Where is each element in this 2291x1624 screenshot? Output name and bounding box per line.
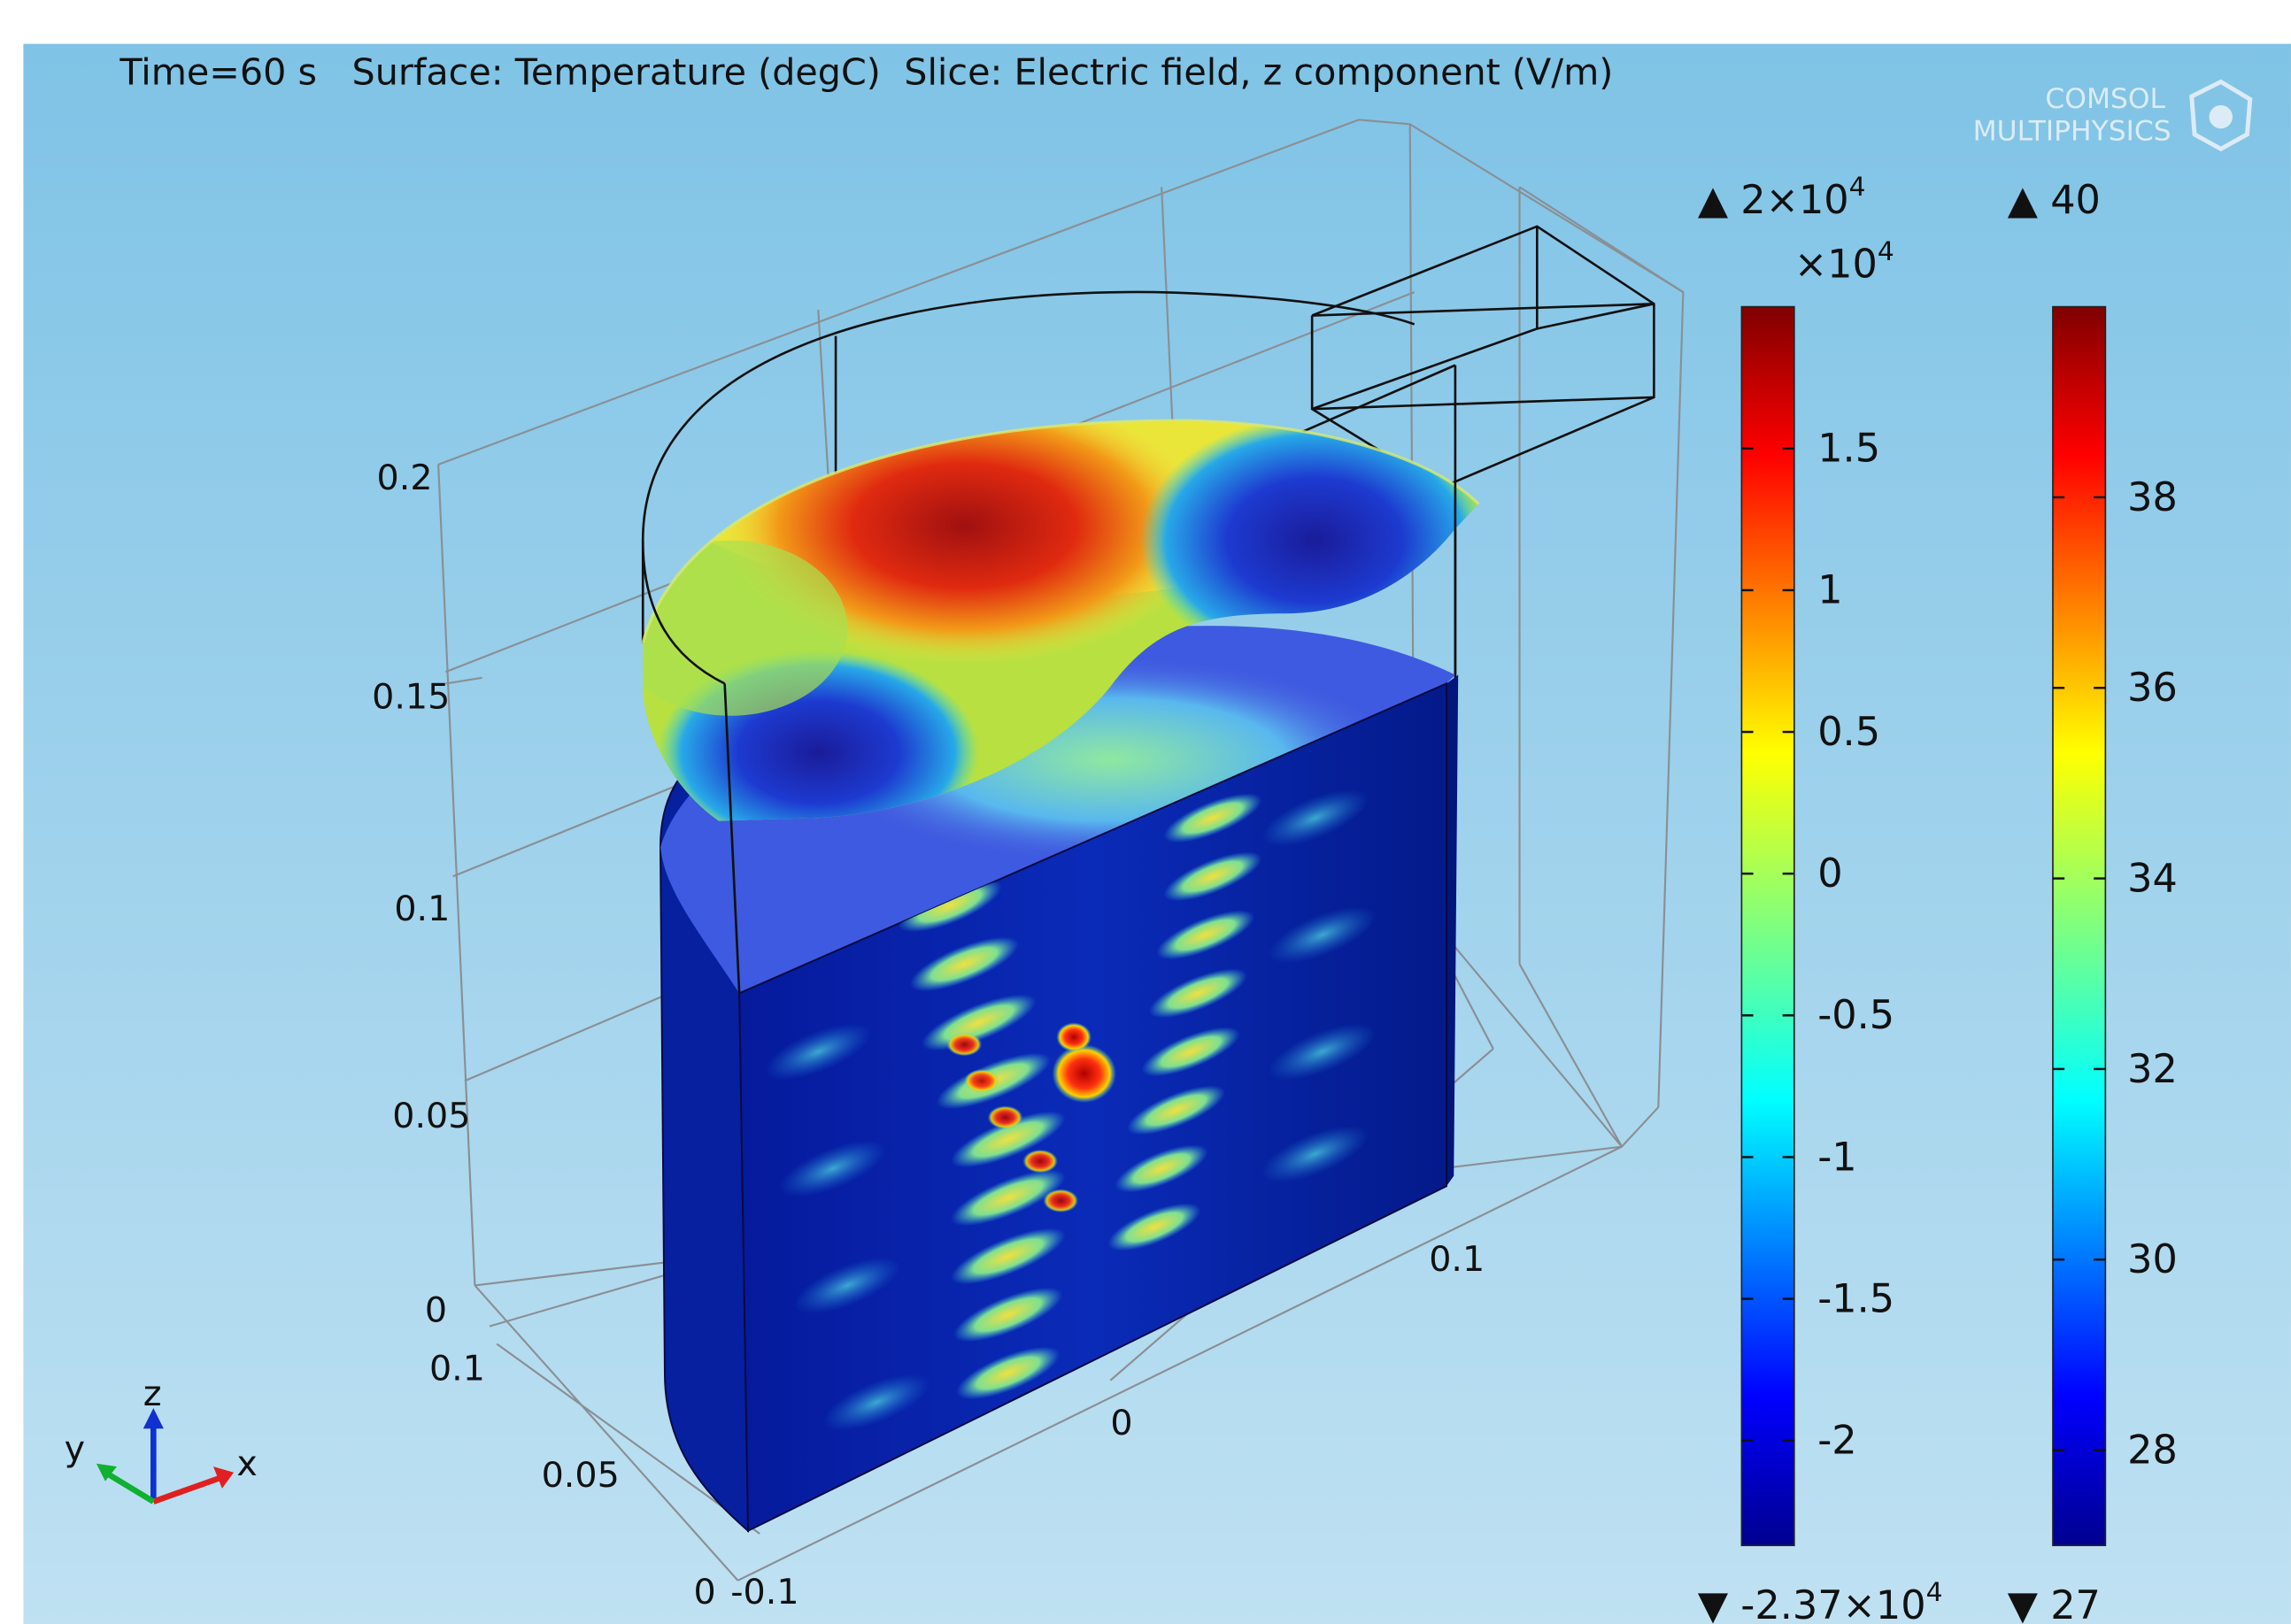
field-tick-label: -0.5	[1817, 992, 1894, 1038]
field-ticks: 1.5 1 0.5 0 -0.5 -1 -1.5 -2	[1741, 426, 1894, 1464]
x-axis-ticks: -0.1 0 0.1	[730, 1239, 1485, 1612]
temp-tick-label: 30	[2127, 1236, 2178, 1282]
temp-max-label: ▲ 40	[2008, 177, 2101, 223]
triad-z-label: z	[143, 1374, 162, 1414]
z-tick: 0	[425, 1290, 447, 1331]
field-pattern	[763, 789, 1377, 1432]
temp-color-scale	[2052, 305, 2107, 1547]
axis-triad: z x y	[65, 1374, 258, 1505]
z-tick: 0.05	[392, 1096, 470, 1136]
triad-x-label: x	[236, 1443, 257, 1484]
x-tick: 0.1	[1429, 1239, 1485, 1280]
field-tick-label: -1	[1817, 1134, 1856, 1180]
y-axis-ticks: 0.1 0.05 0	[429, 1349, 716, 1613]
field-min-label: ▼ -2.37×104	[1698, 1577, 1943, 1624]
cylinder-edge	[1446, 674, 1459, 1187]
field-color-scale	[1740, 305, 1795, 1547]
temp-min-label: ▼ 27	[2008, 1582, 2101, 1624]
z-tick: 0.2	[377, 458, 433, 498]
cavity-front-wire	[641, 365, 1457, 994]
temp-tick-label: 36	[2127, 665, 2178, 711]
field-tick-label: 0.5	[1817, 709, 1880, 755]
field-tick-label: -2	[1817, 1418, 1856, 1464]
x-tick: 0	[1110, 1403, 1132, 1443]
temp-tick-label: 28	[2127, 1427, 2178, 1473]
y-tick: 0.05	[542, 1455, 620, 1496]
z-axis-ticks: 0.2 0.15 0.1 0.05 0	[372, 458, 470, 1331]
svg-text:MULTIPHYSICS: MULTIPHYSICS	[1973, 115, 2171, 147]
temp-ticks: 38 36 34 32 30 28	[2052, 474, 2178, 1473]
temp-tick-label: 38	[2127, 474, 2178, 520]
temp-tick-label: 34	[2127, 855, 2178, 901]
temp-tick-label: 32	[2127, 1046, 2178, 1092]
triad-y-label: y	[65, 1429, 85, 1470]
z-tick: 0.15	[372, 676, 450, 717]
comsol-logo: COMSOL MULTIPHYSICS	[1973, 79, 2253, 152]
x-tick: -0.1	[730, 1572, 798, 1612]
z-tick: 0.1	[394, 889, 450, 929]
field-tick-label: 1	[1817, 567, 1842, 613]
y-tick: 0.1	[429, 1349, 485, 1389]
field-tick-label: 0	[1817, 850, 1842, 897]
svg-text:COMSOL: COMSOL	[2045, 83, 2165, 115]
plot-title: Time=60 s Surface: Temperature (degC) Slic…	[119, 51, 1613, 94]
colorbar-electric-field: ▲ 2×104 ×104 1.5 1 0.5 0 -0.5 -1 -1.5 -2 ▼ -2.3…	[1698, 172, 1943, 1624]
colorbar-temperature: ▲ 40 38 36 34 32 30 28 ▼ 27	[2008, 177, 2178, 1624]
field-tick-label: -1.5	[1817, 1275, 1894, 1321]
field-tick-label: 1.5	[1817, 426, 1880, 472]
slice-front-face	[738, 681, 1447, 1533]
y-tick: 0	[694, 1572, 716, 1612]
field-max-label: ▲ 2×104	[1698, 172, 1866, 223]
field-multiplier: ×104	[1794, 236, 1894, 288]
